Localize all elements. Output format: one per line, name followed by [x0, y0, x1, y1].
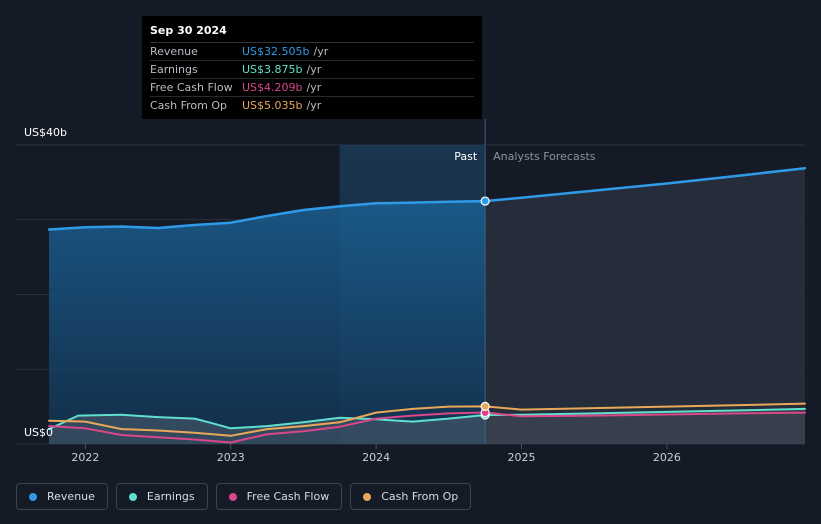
x-tick-label: 2024	[362, 451, 390, 464]
x-tick-label: 2026	[653, 451, 681, 464]
tooltip-row-earnings: Earnings US$3.875b /yr	[150, 61, 474, 79]
marker-cash-from-op	[480, 401, 490, 411]
legend-label: Free Cash Flow	[246, 490, 330, 503]
tooltip-label: Earnings	[150, 63, 198, 76]
tooltip-unit: /yr	[306, 81, 322, 94]
x-tick-label: 2022	[71, 451, 99, 464]
legend-label: Revenue	[47, 490, 95, 503]
hover-tooltip: Sep 30 2024 Revenue US$32.505b /yr Earni…	[142, 16, 482, 119]
series-lines	[47, 166, 807, 444]
legend-label: Earnings	[146, 490, 195, 503]
x-tick-label: 2025	[508, 451, 536, 464]
tooltip-label: Free Cash Flow	[150, 81, 233, 94]
x-tick-label: 2023	[217, 451, 245, 464]
tooltip-row-free-cash-flow: Free Cash Flow US$4.209b /yr	[150, 79, 474, 97]
y-axis-top-label: US$40b	[24, 126, 67, 139]
tooltip-date: Sep 30 2024	[150, 24, 474, 43]
tooltip-unit: /yr	[306, 99, 322, 112]
tooltip-value: US$4.209b	[242, 81, 303, 94]
forecast-label: Analysts Forecasts	[493, 150, 596, 163]
current-markers	[480, 196, 490, 420]
area-revenue-forecast	[485, 168, 805, 444]
revenue-dot-icon	[29, 492, 37, 501]
tooltip-label: Revenue	[150, 45, 198, 58]
legend-item-revenue[interactable]: Revenue	[16, 483, 108, 510]
tooltip-value: US$3.875b	[242, 63, 303, 76]
chart-legend: Revenue Earnings Free Cash Flow Cash Fro…	[16, 483, 472, 510]
line-earnings	[48, 407, 806, 431]
x-axis-ticks: 2022 2023 2024 2025 2026	[71, 444, 681, 464]
legend-item-earnings[interactable]: Earnings	[115, 483, 208, 510]
legend-item-cash-from-op[interactable]: Cash From Op	[350, 483, 472, 510]
tooltip-value: US$5.035b	[242, 99, 303, 112]
tooltip-unit: /yr	[306, 63, 322, 76]
marker-revenue	[480, 196, 490, 206]
tooltip-row-cash-from-op: Cash From Op US$5.035b /yr	[150, 97, 474, 114]
past-label: Past	[454, 150, 478, 163]
line-cash-from-op	[48, 402, 806, 437]
legend-item-free-cash-flow[interactable]: Free Cash Flow	[215, 483, 343, 510]
area-earnings-forecast	[485, 408, 805, 444]
tooltip-value: US$32.505b	[242, 45, 310, 58]
series-areas	[49, 168, 805, 444]
y-axis-bottom-label: US$0	[24, 426, 53, 439]
cash-from-op-dot-icon	[363, 492, 372, 501]
line-revenue	[47, 166, 807, 231]
line-free-cash-flow	[48, 411, 806, 444]
tooltip-unit: /yr	[313, 45, 329, 58]
legend-label: Cash From Op	[381, 490, 459, 503]
tooltip-label: Cash From Op	[150, 99, 228, 112]
free-cash-flow-dot-icon	[228, 492, 237, 501]
area-revenue-past	[49, 201, 486, 444]
tooltip-row-revenue: Revenue US$32.505b /yr	[150, 43, 474, 61]
earnings-dot-icon	[128, 492, 137, 501]
